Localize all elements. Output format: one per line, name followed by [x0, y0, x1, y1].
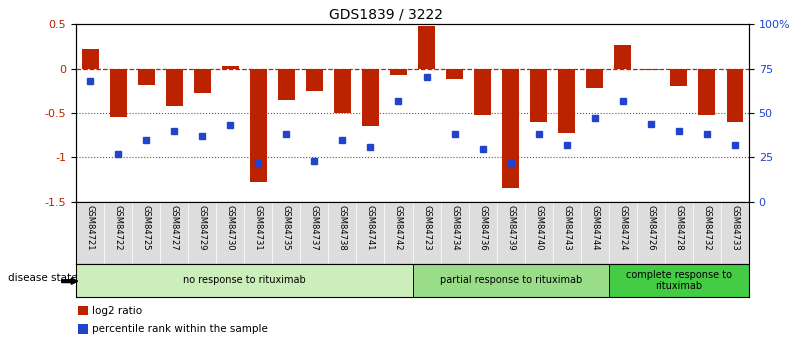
Bar [362, 69, 379, 126]
Title: GDS1839 / 3222: GDS1839 / 3222 [328, 8, 443, 22]
Bar [78, 306, 88, 315]
Bar [609, 264, 749, 297]
Text: GSM84737: GSM84737 [310, 205, 319, 251]
Text: GSM84730: GSM84730 [226, 205, 235, 250]
Text: GSM84722: GSM84722 [114, 205, 123, 250]
Bar [306, 69, 323, 91]
Bar [76, 264, 413, 297]
Bar [474, 69, 491, 115]
Bar [138, 69, 155, 85]
Text: GSM84742: GSM84742 [394, 205, 403, 250]
Text: GSM84723: GSM84723 [422, 205, 431, 250]
Bar [110, 69, 127, 117]
Bar [614, 45, 631, 69]
Bar [558, 69, 575, 132]
Text: disease state: disease state [8, 273, 78, 283]
Text: log2 ratio: log2 ratio [92, 306, 143, 316]
Bar [418, 26, 435, 69]
Text: GSM84721: GSM84721 [86, 205, 95, 250]
Text: GSM84739: GSM84739 [506, 205, 515, 250]
Bar [586, 69, 603, 88]
Text: no response to rituximab: no response to rituximab [183, 275, 306, 285]
Text: GSM84734: GSM84734 [450, 205, 459, 250]
Text: GSM84726: GSM84726 [646, 205, 655, 250]
Bar [78, 324, 88, 334]
Text: GSM84731: GSM84731 [254, 205, 263, 250]
Bar [166, 69, 183, 106]
Text: GSM84740: GSM84740 [534, 205, 543, 250]
Bar [222, 66, 239, 69]
Bar [278, 69, 295, 100]
Bar [390, 69, 407, 75]
Text: partial response to rituximab: partial response to rituximab [440, 275, 582, 285]
Text: GSM84743: GSM84743 [562, 205, 571, 250]
Text: GSM84732: GSM84732 [702, 205, 711, 250]
Bar [530, 69, 547, 122]
Bar [250, 69, 267, 182]
Bar [194, 69, 211, 93]
Text: percentile rank within the sample: percentile rank within the sample [92, 324, 268, 334]
Text: GSM84724: GSM84724 [618, 205, 627, 250]
Text: GSM84733: GSM84733 [731, 205, 739, 251]
Bar [413, 264, 609, 297]
Bar [727, 69, 743, 122]
Text: GSM84725: GSM84725 [142, 205, 151, 250]
Bar [642, 69, 659, 70]
Bar [670, 69, 687, 86]
Text: GSM84744: GSM84744 [590, 205, 599, 250]
Text: GSM84736: GSM84736 [478, 205, 487, 251]
Bar [334, 69, 351, 113]
Text: GSM84727: GSM84727 [170, 205, 179, 250]
Text: GSM84729: GSM84729 [198, 205, 207, 250]
Text: GSM84738: GSM84738 [338, 205, 347, 251]
Bar [502, 69, 519, 188]
Text: GSM84728: GSM84728 [674, 205, 683, 250]
Bar [446, 69, 463, 79]
Text: GSM84741: GSM84741 [366, 205, 375, 250]
Bar [698, 69, 715, 115]
Text: GSM84735: GSM84735 [282, 205, 291, 250]
Text: complete response to
rituximab: complete response to rituximab [626, 269, 732, 291]
Bar [82, 49, 99, 69]
